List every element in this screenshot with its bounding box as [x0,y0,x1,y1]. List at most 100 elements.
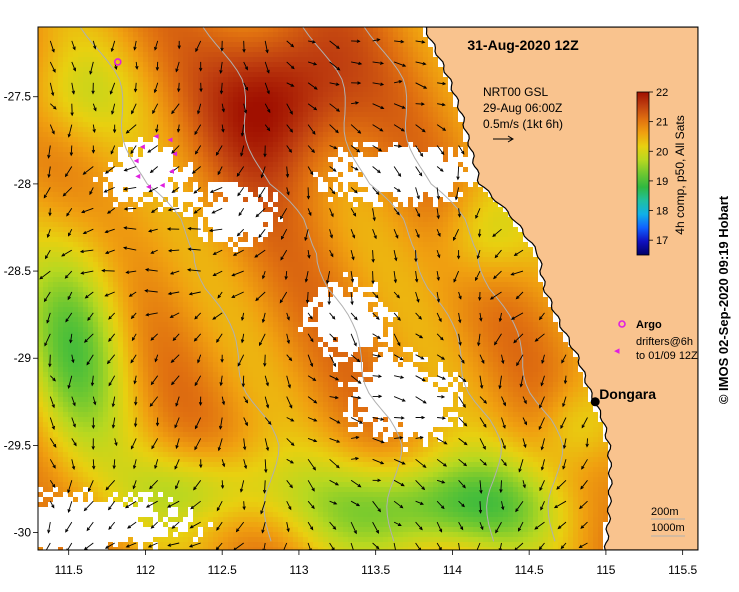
sst-cell [178,117,183,122]
sst-cell [248,317,253,322]
sst-cell [298,157,303,162]
sst-cell [473,272,478,277]
sst-cell [233,142,238,147]
sst-cell [278,287,283,292]
sst-cell [178,127,183,132]
sst-cell [188,257,193,262]
sst-cell [288,92,293,97]
sst-cell [88,297,93,302]
sst-cell [348,42,353,47]
sst-cell [398,52,403,57]
sst-cell [353,137,358,142]
sst-cell [298,292,303,297]
sst-cell [318,242,323,247]
sst-cell [118,232,123,237]
sst-cell [58,227,63,232]
sst-cell [323,157,328,162]
sst-cell [518,322,523,327]
sst-cell [53,267,58,272]
sst-cell [148,307,153,312]
sst-cell [243,247,248,252]
sst-cell [448,322,453,327]
sst-cell [403,292,408,297]
sst-cell [123,287,128,292]
sst-cell [178,147,183,152]
sst-cell [318,262,323,267]
sst-cell [88,187,93,192]
sst-cell [123,32,128,37]
sst-cell [433,142,438,147]
sst-cell [418,57,423,62]
sst-cell [123,282,128,287]
sst-cell [128,247,133,252]
sst-cell [488,242,493,247]
sst-cell [88,167,93,172]
sst-cell [348,242,353,247]
sst-cell [248,47,253,52]
sst-cell [38,252,43,257]
sst-cell [268,272,273,277]
sst-cell [88,152,93,157]
sst-cell [123,202,128,207]
sst-cell [203,47,208,52]
sst-cell [158,292,163,297]
sst-cell [78,67,83,72]
sst-cell [163,92,168,97]
sst-cell [43,327,48,332]
sst-cell [148,337,153,342]
sst-cell [278,27,283,32]
sst-cell [163,337,168,342]
sst-cell [488,252,493,257]
sst-cell [143,297,148,302]
sst-cell [143,87,148,92]
sst-cell [248,97,253,102]
sst-cell [38,242,43,247]
sst-cell [343,47,348,52]
sst-cell [58,207,63,212]
sst-cell [178,32,183,37]
sst-cell [408,27,413,32]
sst-cell [393,247,398,252]
sst-cell [453,247,458,252]
sst-cell [218,272,223,277]
sst-cell [133,212,138,217]
sst-cell [78,192,83,197]
sst-cell [78,292,83,297]
sst-cell [448,192,453,197]
sst-cell [423,227,428,232]
sst-cell [83,27,88,32]
sst-cell [98,277,103,282]
sst-cell [38,32,43,37]
sst-cell [263,282,268,287]
sst-cell [333,32,338,37]
sst-cell [338,277,343,282]
sst-cell [203,127,208,132]
sst-cell [113,252,118,257]
sst-cell [333,152,338,157]
sst-cell [413,307,418,312]
sst-cell [158,32,163,37]
sst-cell [308,252,313,257]
sst-cell [118,77,123,82]
sst-cell [458,332,463,337]
sst-cell [248,117,253,122]
sst-cell [383,147,388,152]
sst-cell [423,297,428,302]
sst-cell [283,242,288,247]
sst-cell [398,287,403,292]
sst-cell [323,257,328,262]
sst-cell [268,332,273,337]
sst-cell [113,302,118,307]
sst-cell [268,322,273,327]
sst-cell [223,137,228,142]
sst-cell [348,122,353,127]
sst-cell [88,37,93,42]
sst-cell [528,272,533,277]
sst-cell [313,272,318,277]
sst-cell [53,262,58,267]
sst-cell [38,222,43,227]
sst-cell [158,62,163,67]
sst-cell [288,312,293,317]
sst-cell [208,147,213,152]
sst-cell [73,307,78,312]
